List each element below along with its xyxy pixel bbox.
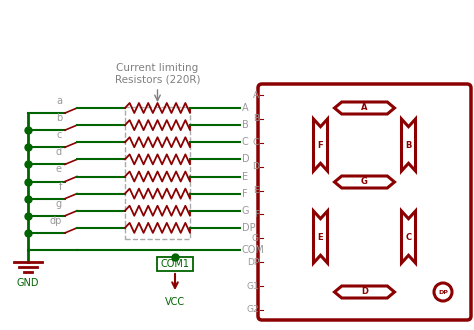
Polygon shape — [335, 102, 394, 114]
Text: b: b — [56, 113, 62, 123]
Text: G: G — [242, 206, 249, 216]
Circle shape — [434, 283, 452, 301]
Polygon shape — [313, 119, 328, 171]
Text: Current limiting
Resistors (220R): Current limiting Resistors (220R) — [115, 63, 200, 85]
Text: G1: G1 — [246, 281, 259, 291]
FancyBboxPatch shape — [258, 84, 471, 320]
Text: C: C — [405, 233, 411, 242]
Text: COM: COM — [242, 245, 265, 255]
Text: G2: G2 — [246, 306, 259, 314]
Text: D: D — [252, 162, 259, 171]
Text: F: F — [254, 210, 259, 219]
Text: e: e — [56, 164, 62, 175]
Text: d: d — [56, 148, 62, 157]
Text: E: E — [254, 186, 259, 195]
Text: F: F — [242, 189, 247, 199]
Text: E: E — [318, 233, 323, 242]
Text: c: c — [56, 130, 62, 140]
Text: F: F — [318, 141, 323, 149]
Text: GND: GND — [17, 278, 39, 288]
Polygon shape — [401, 119, 416, 171]
Text: E: E — [242, 172, 248, 182]
Text: G: G — [252, 234, 259, 243]
Text: DP: DP — [438, 289, 448, 294]
Text: B: B — [242, 120, 249, 130]
Bar — [125, 107, 190, 239]
Text: C: C — [242, 137, 249, 147]
Text: G: G — [361, 178, 368, 186]
Polygon shape — [335, 176, 394, 188]
Text: C: C — [253, 138, 259, 147]
Text: B: B — [405, 141, 412, 149]
Text: COM1: COM1 — [161, 259, 190, 269]
Text: a: a — [56, 96, 62, 106]
Text: DP: DP — [247, 258, 259, 267]
Text: f: f — [59, 182, 62, 192]
Text: dp: dp — [50, 216, 62, 226]
Text: A: A — [361, 104, 368, 113]
Bar — [157, 257, 193, 271]
Text: VCC: VCC — [165, 297, 185, 307]
Text: DP: DP — [242, 223, 255, 233]
Text: B: B — [253, 115, 259, 123]
Text: g: g — [56, 199, 62, 209]
Text: D: D — [361, 287, 368, 296]
Text: D: D — [242, 154, 250, 164]
Polygon shape — [313, 211, 328, 263]
Text: A: A — [242, 103, 249, 113]
Text: A: A — [253, 90, 259, 100]
Polygon shape — [335, 286, 394, 298]
Polygon shape — [401, 211, 416, 263]
